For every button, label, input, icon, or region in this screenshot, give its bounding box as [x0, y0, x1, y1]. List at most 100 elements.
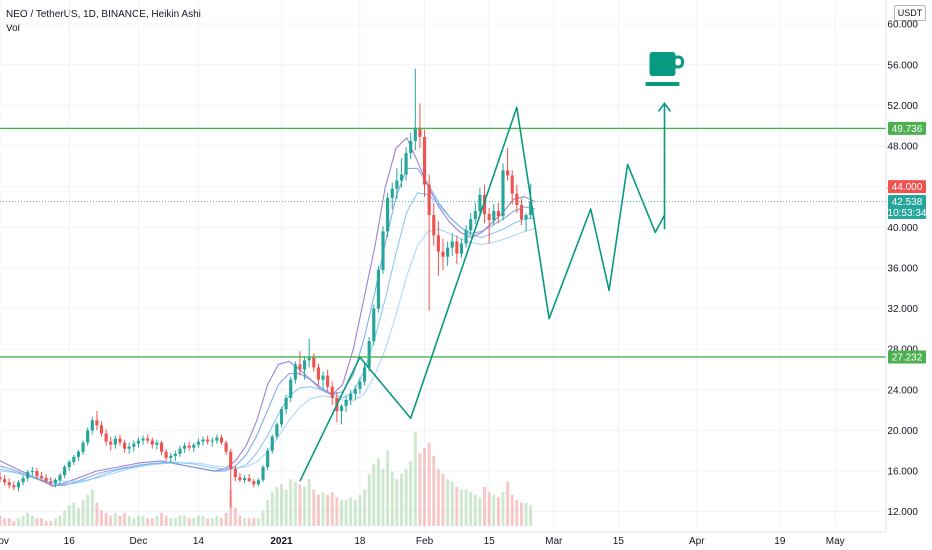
candle-body — [298, 364, 302, 370]
volume-bar — [26, 513, 30, 526]
currency-selector[interactable]: USDT — [894, 5, 926, 21]
candle-body — [506, 170, 510, 176]
candle-body — [455, 241, 459, 254]
volume-bar — [109, 515, 113, 526]
volume-bar — [67, 505, 71, 526]
candle-body — [219, 437, 224, 443]
candle-body — [469, 219, 473, 231]
candle-body — [399, 174, 404, 181]
volume-bar — [450, 481, 454, 526]
volume-bar — [220, 518, 223, 526]
time-tick-label: 16 — [64, 536, 76, 547]
volume-bar — [487, 492, 491, 526]
volume-bar — [146, 518, 150, 526]
candle-body — [524, 215, 528, 220]
volume-bar — [40, 518, 44, 526]
volume-bar — [316, 494, 320, 526]
candle-body — [58, 475, 62, 481]
candle-body — [487, 214, 491, 221]
volume-bar — [321, 492, 325, 526]
price-tick-label: 40.000 — [887, 223, 918, 234]
candle-body — [67, 461, 71, 467]
horizontal-levels[interactable] — [0, 127, 886, 358]
time-tick-label: 19 — [774, 536, 786, 547]
candle-body — [30, 471, 34, 473]
candle-body — [478, 194, 482, 212]
candle-body — [229, 451, 233, 470]
volume-bar — [12, 520, 16, 526]
volume-bar — [72, 502, 76, 526]
volume-bar — [409, 461, 413, 526]
candle-body — [381, 231, 385, 270]
candle-body — [275, 424, 279, 437]
symbol-title[interactable]: NEO / TetherUS, 1D, BINANCE, Heikin Ashi — [6, 9, 201, 20]
volume-bar — [436, 468, 440, 526]
volume-bar — [330, 492, 334, 526]
candle-body — [367, 341, 371, 368]
time-tick-label: Feb — [416, 536, 434, 547]
candle-body — [113, 438, 117, 445]
volume-indicator-label[interactable]: Vol — [6, 23, 20, 34]
time-axis[interactable]: Nov 16 Dec 14 2021 18 Feb 15 Mar 15 Apr 19 May — [0, 536, 845, 547]
candle-body — [422, 136, 427, 185]
candle-body — [233, 469, 237, 478]
candle-body — [326, 375, 330, 387]
candle-body — [12, 485, 16, 488]
ma-line — [0, 227, 536, 482]
candle-body — [270, 436, 274, 451]
candle-body — [72, 456, 76, 462]
candle-body — [0, 477, 2, 480]
volume-bar — [529, 505, 533, 526]
candle-body — [187, 445, 191, 448]
candle-body — [529, 201, 533, 216]
price-tick-label: 12.000 — [887, 507, 918, 518]
pattern-drawing[interactable] — [299, 102, 672, 482]
volume-bars — [0, 432, 533, 526]
candle-body — [44, 478, 48, 482]
candle-body — [215, 437, 219, 441]
volume-bar — [192, 518, 196, 526]
volume-bar — [293, 481, 297, 526]
volume-bar — [496, 497, 500, 526]
candle-body — [155, 442, 159, 445]
volume-bar — [201, 515, 205, 526]
candle-body — [464, 230, 468, 244]
candle-body — [307, 357, 311, 361]
volume-bar — [446, 479, 450, 526]
volume-bar — [233, 507, 237, 526]
candle-body — [206, 439, 210, 442]
price-axis[interactable]: 12.000 16.000 20.000 24.000 28.000 32.000 36.0… — [887, 20, 918, 519]
volume-bar — [524, 502, 528, 526]
time-tick-label: Nov — [0, 536, 9, 547]
candle-body — [224, 442, 228, 452]
volume-bar — [441, 474, 445, 526]
volume-bar — [21, 515, 25, 526]
candle-body — [95, 420, 99, 426]
candle-body — [201, 439, 205, 442]
candle-body — [256, 480, 260, 485]
volume-bar — [418, 453, 422, 526]
candle-body — [150, 440, 154, 445]
volume-bar — [266, 500, 270, 526]
time-tick-label: May — [826, 536, 845, 547]
price-tick-label: 20.000 — [887, 426, 918, 437]
candle-body — [441, 251, 445, 257]
volume-bar — [473, 494, 477, 526]
volume-bar — [206, 518, 210, 526]
volume-bar — [160, 513, 163, 526]
volume-bar — [76, 507, 80, 526]
volume-bar — [413, 432, 417, 526]
candle-body — [118, 438, 122, 443]
candle-body — [289, 379, 293, 398]
candle-body — [515, 193, 519, 205]
candle-body — [109, 441, 113, 445]
candle-body — [427, 184, 431, 216]
volume-bar — [141, 515, 145, 526]
volume-bar — [459, 489, 463, 526]
time-tick-label: 2021 — [270, 536, 293, 547]
candle-body — [159, 442, 164, 452]
volume-bar — [113, 513, 117, 526]
cup-handle — [672, 55, 684, 69]
candle-body — [510, 175, 514, 194]
